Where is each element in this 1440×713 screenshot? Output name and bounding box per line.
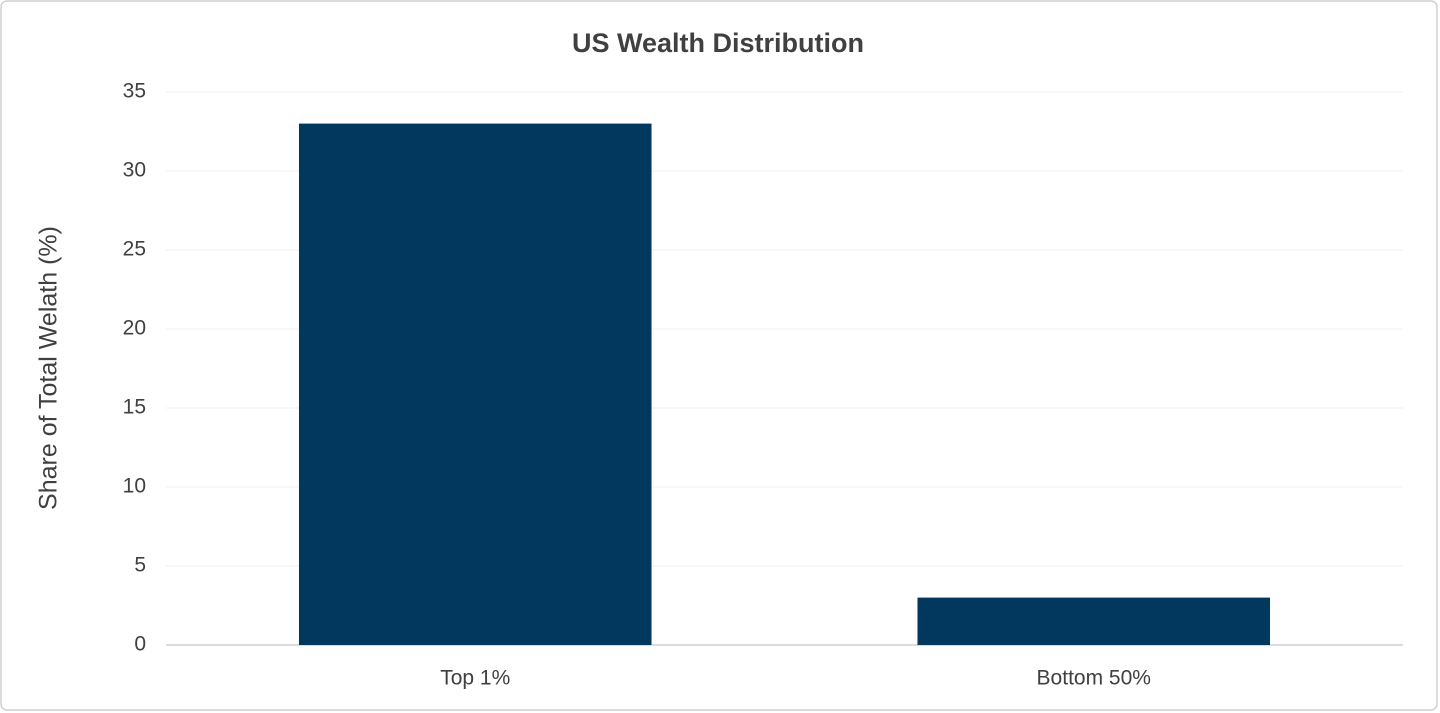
y-tick-label: 15	[123, 396, 146, 419]
y-tick-label: 20	[123, 317, 146, 340]
y-tick-label: 30	[123, 159, 146, 182]
y-tick-label: 10	[123, 475, 146, 498]
bar	[298, 123, 652, 646]
bar	[917, 597, 1271, 645]
y-tick-label: 25	[123, 238, 146, 261]
y-axis-title: Share of Total Welath (%)	[35, 226, 63, 510]
x-tick-label: Bottom 50%	[1037, 667, 1151, 690]
y-tick-label: 0	[134, 633, 146, 656]
y-tick-label: 5	[134, 554, 146, 577]
y-tick-label: 35	[123, 80, 146, 103]
x-tick-label: Top 1%	[440, 667, 510, 690]
chart-title: US Wealth Distribution	[572, 28, 864, 58]
